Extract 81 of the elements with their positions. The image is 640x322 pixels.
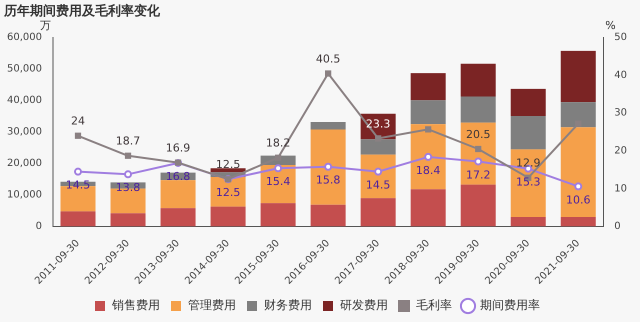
point [574,182,582,190]
data-label: 16.8 [166,170,190,183]
bar [410,100,446,124]
point [474,157,482,166]
point [74,132,82,139]
data-label: 24 [71,114,86,128]
point [274,154,282,161]
bar [560,127,596,217]
legend-label: 期间费用率 [480,298,540,312]
data-label: 12.5 [216,186,240,200]
bar [360,154,396,198]
point [124,152,132,159]
bar [160,180,196,208]
y-tick-label: 0 [36,221,42,232]
point [575,120,582,127]
bar [460,96,496,123]
bar [260,203,296,226]
bar [560,50,596,102]
y-tick-label: 20,000 [6,158,42,170]
point [324,162,332,171]
bar [360,198,396,226]
legend-label: 研发费用 [340,298,388,312]
bar [310,204,346,226]
data-label: 18.7 [116,134,140,148]
legend-label: 管理费用 [188,298,236,312]
point [124,170,132,178]
bar [210,168,246,172]
data-label: 18.4 [416,164,440,177]
data-label: 17.2 [466,168,490,182]
bar [410,73,446,100]
y-tick-label: 40,000 [6,95,42,106]
y2-tick-label: 10 [614,183,628,194]
bar [410,189,446,226]
bar [560,216,596,226]
bar [510,216,546,226]
point [475,146,482,152]
y-tick-label: 30,000 [6,126,42,138]
bar [460,184,496,226]
y2-tick-label: 50 [614,32,628,44]
bar [510,116,546,150]
data-label: 15.3 [516,176,540,188]
legend-label: 销售费用 [111,298,160,312]
bar [210,206,246,226]
data-label: 15.4 [266,175,290,188]
data-label: 16.9 [166,141,190,154]
bar [310,129,346,205]
legend-label: 毛利率 [416,298,452,312]
y2-tick-label: 0 [614,221,621,232]
y-tick-label: 50,000 [6,64,42,75]
y2-tick-label: 20 [614,145,628,156]
y2-axis-title: % [605,18,616,32]
y-axis-title: 万 [40,18,51,32]
legend-label: 财务费用 [264,298,312,312]
bar [60,211,96,226]
data-label: 12.9 [516,156,540,170]
data-label: 23.3 [366,117,390,130]
point [374,168,382,176]
data-label: 14.5 [366,178,390,192]
point [325,70,332,77]
data-label: 40.5 [316,52,340,66]
bar [110,213,146,226]
data-label: 15.8 [316,174,340,187]
bar [360,139,396,155]
y-tick-label: 10,000 [6,190,42,201]
point [424,152,432,161]
point [74,168,82,176]
bar [460,64,496,96]
data-label: 12.5 [216,158,240,172]
bar [310,122,346,130]
y-tick-label: 60,000 [6,32,42,44]
bar [160,208,196,226]
bar [510,88,546,116]
data-label: 20.5 [466,128,490,141]
y2-tick-label: 30 [614,108,628,119]
y2-tick-label: 40 [614,70,628,81]
chart-title: 历年期间费用及毛利率变化 [3,3,161,20]
data-label: 10.6 [566,193,591,206]
point [375,135,382,142]
point [274,164,282,172]
bar [410,124,446,190]
point [425,126,432,132]
